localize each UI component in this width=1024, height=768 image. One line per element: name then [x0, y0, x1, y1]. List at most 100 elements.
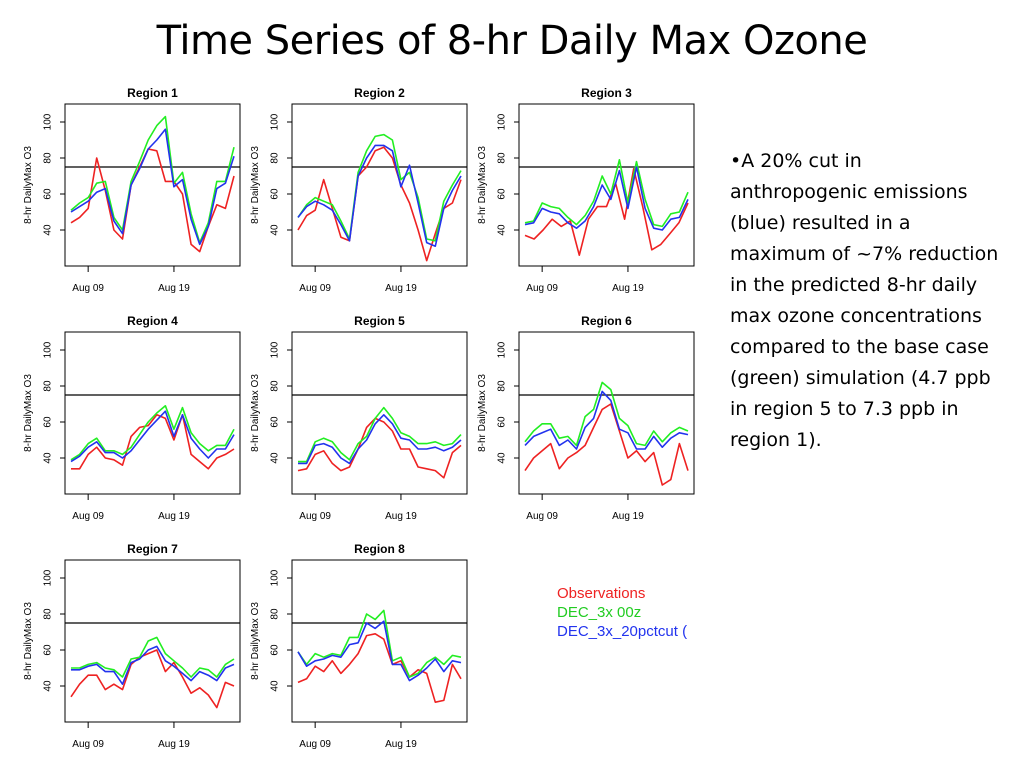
- region-2-series-base-case: [297, 133, 462, 242]
- region-7-series-20pct-cut: [71, 645, 235, 686]
- region-8-x-tick-label: Aug 09: [299, 739, 331, 750]
- region-8-plot-frame: [291, 559, 468, 723]
- region-4-y-tick-label: 60: [43, 416, 54, 428]
- region-1-y-tick-label: 80: [43, 152, 54, 164]
- region-6-plot-frame: [518, 331, 695, 495]
- region-7-y-tick-label: 40: [43, 680, 54, 692]
- region-8-y-axis-label: 8-hr DailyMax O3: [250, 602, 261, 680]
- region-1-y-tick-label: 100: [43, 113, 54, 130]
- region-4-y-tick-label: 100: [43, 341, 54, 358]
- region-8-x-tick-label: Aug 19: [385, 739, 417, 750]
- region-4-x-tick-label: Aug 19: [158, 511, 190, 522]
- region-7-y-tick-label: 80: [43, 608, 54, 620]
- region-4-y-tick-label: 80: [43, 380, 54, 392]
- region-3-y-tick-label: 40: [497, 224, 508, 236]
- region-1-x-tick-label: Aug 19: [158, 283, 190, 294]
- region-6-series-base-case: [524, 381, 689, 447]
- region-4-series-observations: [71, 413, 235, 470]
- region-3-series-base-case: [524, 159, 689, 228]
- region-4-y-axis-label: 8-hr DailyMax O3: [23, 374, 34, 452]
- region-7-x-tick-label: Aug 09: [72, 739, 104, 750]
- region-4-series-base-case: [70, 404, 235, 461]
- region-3-x-tick-label: Aug 19: [612, 283, 644, 294]
- region-1-series-20pct-cut: [70, 128, 235, 246]
- region-3-y-tick-label: 60: [497, 188, 508, 200]
- region-2-x-tick-label: Aug 19: [385, 283, 417, 294]
- region-8-series-observations: [297, 632, 462, 704]
- region-6-y-tick-label: 80: [497, 380, 508, 392]
- region-2-x-tick-label: Aug 09: [299, 283, 331, 294]
- region-1-title: Region 1: [127, 86, 178, 100]
- region-5-plot-frame: [291, 331, 468, 495]
- legend-observations: Observations: [557, 585, 646, 602]
- region-5-y-tick-label: 80: [270, 380, 281, 392]
- region-2-y-axis-label: 8-hr DailyMax O3: [250, 146, 261, 224]
- region-1-series-observations: [70, 148, 235, 253]
- region-2-series-observations: [297, 146, 462, 262]
- region-7-x-tick-label: Aug 19: [158, 739, 190, 750]
- region-1-plot-frame: [64, 103, 241, 267]
- region-5-y-tick-label: 40: [270, 452, 281, 464]
- region-3-y-tick-label: 100: [497, 113, 508, 130]
- region-5-title: Region 5: [354, 314, 405, 328]
- region-6-y-tick-label: 60: [497, 416, 508, 428]
- region-2-y-tick-label: 100: [270, 113, 281, 130]
- region-8-y-tick-label: 100: [270, 569, 281, 586]
- region-4-series-20pct-cut: [70, 410, 235, 463]
- region-3-series-20pct-cut: [524, 166, 689, 231]
- region-1-x-tick-label: Aug 09: [72, 283, 104, 294]
- region-8-title: Region 8: [354, 542, 405, 556]
- region-6-x-tick-label: Aug 19: [612, 511, 644, 522]
- region-4-plot-frame: [64, 331, 241, 495]
- region-6-y-axis-label: 8-hr DailyMax O3: [477, 374, 488, 452]
- region-5-y-tick-label: 60: [270, 416, 281, 428]
- region-8-y-tick-label: 80: [270, 608, 281, 620]
- region-2-series-20pct-cut: [297, 144, 462, 247]
- region-1-series-base-case: [70, 115, 235, 244]
- region-1-y-tick-label: 60: [43, 188, 54, 200]
- region-7-title: Region 7: [127, 542, 178, 556]
- summary-bullet: •A 20% cut in anthropogenic emissions (b…: [730, 150, 999, 451]
- region-7-y-tick-label: 100: [43, 569, 54, 586]
- region-5-x-tick-label: Aug 19: [385, 511, 417, 522]
- region-6-series-observations: [524, 403, 689, 486]
- region-6-series-20pct-cut: [524, 390, 689, 450]
- region-2-y-tick-label: 80: [270, 152, 281, 164]
- region-1-y-axis-label: 8-hr DailyMax O3: [23, 146, 34, 224]
- region-2-y-tick-label: 40: [270, 224, 281, 236]
- region-4-y-tick-label: 40: [43, 452, 54, 464]
- slide-title: Time Series of 8-hr Daily Max Ozone: [156, 18, 868, 64]
- region-6-x-tick-label: Aug 09: [526, 511, 558, 522]
- region-3-y-tick-label: 80: [497, 152, 508, 164]
- region-3-x-tick-label: Aug 09: [526, 283, 558, 294]
- region-7-y-tick-label: 60: [43, 644, 54, 656]
- region-6-y-tick-label: 40: [497, 452, 508, 464]
- region-2-plot-frame: [291, 103, 468, 267]
- region-4-x-tick-label: Aug 09: [72, 511, 104, 522]
- region-6-title: Region 6: [581, 314, 632, 328]
- region-7-series-observations: [70, 649, 235, 709]
- region-7-plot-frame: [64, 559, 241, 723]
- region-5-series-base-case: [298, 406, 462, 463]
- legend-20pct-cut: DEC_3x_20pctcut (: [557, 623, 688, 640]
- chart-legend: Observations DEC_3x 00z DEC_3x_20pctcut …: [557, 585, 697, 642]
- region-6-y-tick-label: 100: [497, 341, 508, 358]
- region-7-series-base-case: [71, 636, 235, 678]
- region-4-title: Region 4: [127, 314, 178, 328]
- region-3-plot-frame: [518, 103, 695, 267]
- region-3-series-observations: [524, 168, 689, 256]
- region-2-title: Region 2: [354, 86, 405, 100]
- region-2-y-tick-label: 60: [270, 188, 281, 200]
- region-8-y-tick-label: 40: [270, 680, 281, 692]
- region-7-y-axis-label: 8-hr DailyMax O3: [23, 602, 34, 680]
- region-5-series-20pct-cut: [298, 413, 462, 465]
- region-3-y-axis-label: 8-hr DailyMax O3: [477, 146, 488, 224]
- region-1-y-tick-label: 40: [43, 224, 54, 236]
- region-8-y-tick-label: 60: [270, 644, 281, 656]
- region-8-series-base-case: [297, 609, 462, 678]
- legend-base-case: DEC_3x 00z: [557, 604, 642, 621]
- region-5-x-tick-label: Aug 09: [299, 511, 331, 522]
- region-5-y-axis-label: 8-hr DailyMax O3: [250, 374, 261, 452]
- region-8-series-20pct-cut: [297, 620, 462, 682]
